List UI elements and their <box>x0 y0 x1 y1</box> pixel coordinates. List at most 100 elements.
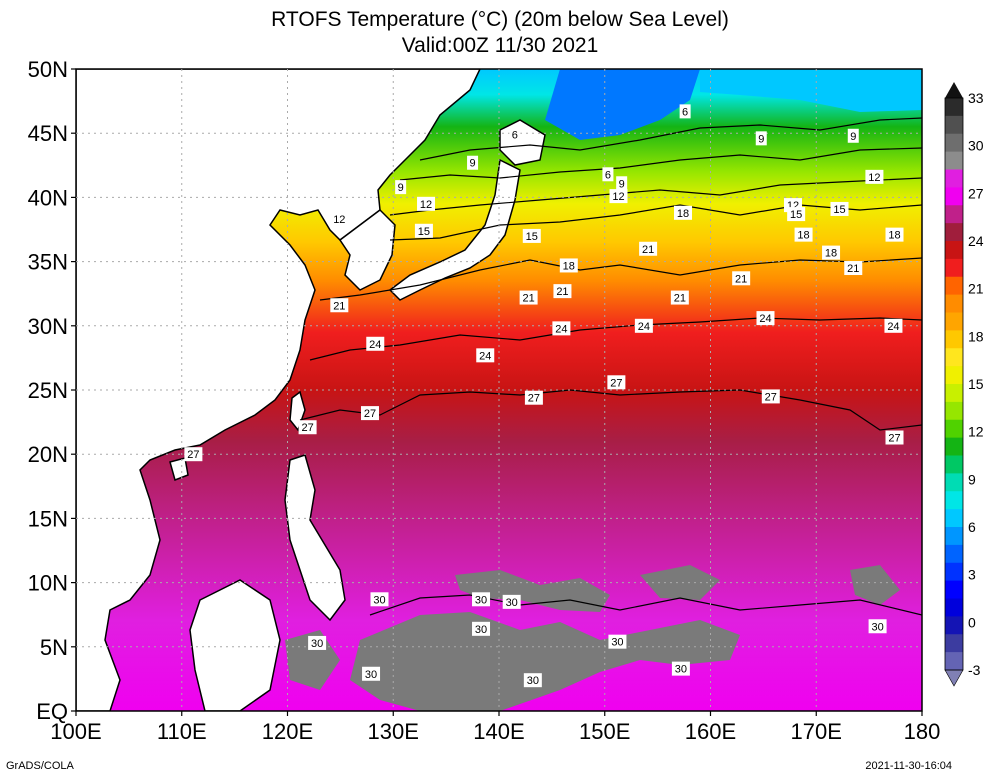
contour-label-box <box>671 661 690 676</box>
colorbar-segment <box>945 312 963 331</box>
colorbar-top-arrow <box>945 82 963 98</box>
contour-label: 30 <box>527 675 539 687</box>
contour-label: 27 <box>765 391 777 403</box>
contour-label: 12 <box>333 214 345 226</box>
colorbar-segment <box>945 223 963 242</box>
colorbar-bottom-arrow <box>944 669 964 687</box>
contour-label-box <box>884 318 903 333</box>
contour-label-box <box>634 318 653 333</box>
colorbar-segment <box>945 652 963 671</box>
contour-label: 12 <box>612 191 624 203</box>
isotherm-18 <box>389 204 922 241</box>
footer-credit: GrADS/COLA <box>6 760 74 772</box>
contour-label-box <box>417 196 436 211</box>
colorbar-segment <box>945 455 963 474</box>
contour-label: 30 <box>475 624 487 636</box>
colorbar-segment <box>945 276 963 296</box>
contour-label: 21 <box>735 273 747 285</box>
contour-label-box <box>552 321 571 336</box>
land-hainan <box>169 457 189 481</box>
footer-timestamp: 2021-11-30-16:04 <box>865 760 952 772</box>
contour-label: 18 <box>677 208 689 220</box>
contour-label-box <box>794 227 813 242</box>
colorbar-segment <box>945 384 963 403</box>
contour-label-box <box>865 169 884 184</box>
land-philippines <box>284 454 346 622</box>
isotherm-15 <box>389 177 922 216</box>
contour-label-box <box>519 290 538 305</box>
warm-pool-patch <box>350 612 740 711</box>
colorbar-label: 0 <box>968 614 976 630</box>
contour-label: 6 <box>605 169 611 181</box>
contour-label: 27 <box>364 408 376 420</box>
lat-label: 50N <box>28 57 68 82</box>
colorbar-label: 33 <box>968 90 984 106</box>
contour-label-box <box>523 673 542 688</box>
contour-label: 18 <box>797 230 809 242</box>
contour-label-box <box>616 176 628 191</box>
contour-label: 9 <box>470 158 476 170</box>
colorbar-segment <box>945 187 963 206</box>
contour-label-box <box>502 594 521 609</box>
contour-label-box <box>467 155 479 170</box>
isotherm-12 <box>399 147 922 181</box>
colorbar-segment <box>945 437 963 456</box>
contour-label: 15 <box>526 231 538 243</box>
contour-label-box <box>830 201 849 216</box>
contour-label-box <box>360 406 379 421</box>
contour-label: 6 <box>512 129 518 141</box>
lon-label: 120E <box>262 719 313 744</box>
contour-label: 24 <box>555 323 567 335</box>
colorbar-segment <box>945 366 963 385</box>
lon-label: 100E <box>50 719 101 744</box>
isotherm-21 <box>319 257 922 301</box>
contour-label: 30 <box>311 638 323 650</box>
cold-water-region <box>700 69 922 112</box>
contour-label: 27 <box>610 377 622 389</box>
contour-label: 6 <box>682 106 688 118</box>
contour-label: 18 <box>888 230 900 242</box>
warm-pool-patch <box>850 565 900 605</box>
contour-label: 24 <box>369 339 381 351</box>
contour-label: 15 <box>833 204 845 216</box>
lon-label: 140E <box>473 719 524 744</box>
colorbar-segment <box>945 401 963 421</box>
contour-label-box <box>472 621 491 636</box>
contour-label: 9 <box>619 178 625 190</box>
contour-label: 30 <box>675 664 687 676</box>
contour-label: 24 <box>887 321 899 333</box>
contour-label-box <box>298 420 317 435</box>
map-subtitle: Valid:00Z 11/30 2021 <box>401 34 599 57</box>
contour-label: 24 <box>759 313 771 325</box>
contour-label: 30 <box>506 597 518 609</box>
contour-label: 12 <box>420 199 432 211</box>
contour-label: 21 <box>556 286 568 298</box>
colorbar-segment <box>945 348 963 367</box>
contour-label: 21 <box>642 244 654 256</box>
lon-label: 180 <box>904 719 941 744</box>
contour-label-box <box>679 104 691 119</box>
colorbar-segment <box>945 544 963 564</box>
lat-label: 30N <box>28 314 68 339</box>
isotherm-30 <box>369 594 922 616</box>
colorbar-segment <box>945 133 963 153</box>
contour-label-box <box>559 258 578 273</box>
contour-label-box <box>844 261 863 276</box>
contour-label: 21 <box>522 293 534 305</box>
colorbar-segment <box>945 509 963 528</box>
cold-water-region <box>545 69 700 140</box>
warm-pool-patch <box>640 565 720 600</box>
lat-label: 35N <box>28 250 68 275</box>
isotherm-27 <box>299 389 922 431</box>
colorbar-label: 24 <box>968 233 984 249</box>
contour-label-box <box>330 298 349 313</box>
map-title: RTOFS Temperature (°C) (20m below Sea Le… <box>271 8 729 31</box>
contour-label-box <box>414 223 433 238</box>
contour-label-box <box>639 241 658 256</box>
colorbar-segment <box>945 562 963 582</box>
colorbar-segment <box>945 634 963 653</box>
contour-label-box <box>847 128 859 143</box>
lon-label: 110E <box>157 719 207 744</box>
isotherm-9 <box>419 117 922 161</box>
contour-label: 18 <box>825 248 837 260</box>
